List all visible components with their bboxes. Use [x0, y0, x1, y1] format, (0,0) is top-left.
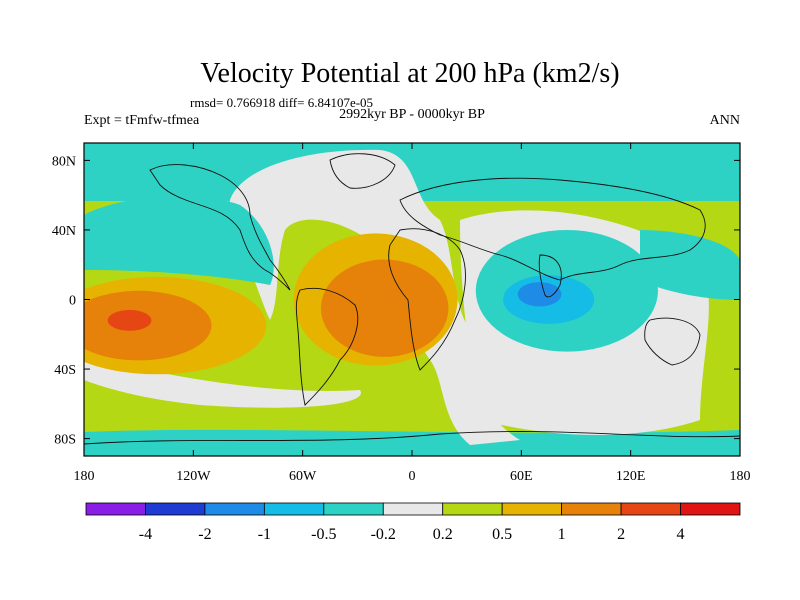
south-america-coast — [295, 287, 359, 406]
x-tick-label: 180 — [730, 469, 751, 484]
colorbar-swatch — [442, 502, 503, 516]
y-tick-label: 0 — [69, 294, 76, 309]
y-tick-label: 80N — [52, 154, 76, 169]
colorbar-swatch — [204, 502, 265, 516]
x-tick-label: 60W — [289, 469, 317, 484]
colorbar-label: -1 — [258, 526, 271, 543]
x-tick-label: 180 — [74, 469, 95, 484]
colorbar-swatch — [501, 502, 563, 516]
contour-region-n-pacific-negative — [120, 214, 248, 263]
y-tick-label: 80S — [54, 433, 76, 448]
colorbar: -4 -2 -1 -0.5 -0.2 0.2 0.5 1 2 4 — [85, 502, 741, 543]
colorbar-label: 4 — [677, 526, 685, 543]
stats-line: rmsd= 0.766918 diff= 6.84107e-05 — [190, 95, 373, 110]
season-label: ANN — [710, 113, 740, 128]
antarctic-band — [84, 429, 740, 456]
map-axes: 180 120W 60W 0 60E 120E 180 80S 40S 0 40N 80N — [52, 143, 751, 484]
africa-coast — [388, 228, 466, 371]
eurasia-coast — [399, 177, 706, 281]
map-panel — [84, 143, 740, 456]
colorbar-swatch — [145, 502, 206, 516]
colorbar-swatch — [382, 502, 444, 516]
x-tick-label: 120E — [616, 469, 646, 484]
colorbar-label: -4 — [139, 526, 152, 543]
atlantic-neutral-band — [230, 149, 520, 445]
contour-region-c-pacific-positive-2 — [107, 309, 152, 331]
colorbar-swatch — [680, 502, 741, 516]
experiment-label: Expt = tFmfw-tfmea — [84, 113, 200, 128]
chart-title: Velocity Potential at 200 hPa (km2/s) — [200, 58, 619, 89]
x-tick-label: 0 — [409, 469, 416, 484]
north-america-coast — [149, 164, 291, 291]
period-label: 2992kyr BP - 0000kyr BP — [339, 107, 485, 122]
contour-region-indian-negative-2 — [517, 282, 562, 307]
colorbar-label: -0.5 — [311, 526, 336, 543]
colorbar-label: -2 — [198, 526, 211, 543]
colorbar-swatch — [85, 502, 146, 516]
coastlines — [84, 153, 740, 445]
s-hemisphere-neutral-band — [84, 355, 361, 408]
greenland-coast — [329, 153, 396, 189]
colorbar-label: 0.2 — [433, 526, 453, 543]
colorbar-label: 0.5 — [492, 526, 512, 543]
y-tick-label: 40S — [54, 363, 76, 378]
y-tick-label: 40N — [52, 224, 76, 239]
colorbar-label: 2 — [617, 526, 625, 543]
colorbar-label: -0.2 — [371, 526, 396, 543]
contour-regions — [84, 214, 658, 375]
x-tick-label: 60E — [510, 469, 533, 484]
colorbar-label: 1 — [558, 526, 566, 543]
x-tick-label: 120W — [176, 469, 211, 484]
colorbar-swatch — [620, 502, 681, 516]
antarctica-coast — [84, 431, 740, 445]
colorbar-swatch — [561, 502, 622, 516]
w-pacific-teal-blob — [640, 230, 740, 300]
colorbar-swatch — [263, 502, 325, 516]
australia-coast — [644, 317, 701, 366]
colorbar-swatch — [323, 502, 384, 516]
india-coast — [538, 254, 562, 298]
contour-region-atlantic-positive-1 — [320, 259, 449, 357]
